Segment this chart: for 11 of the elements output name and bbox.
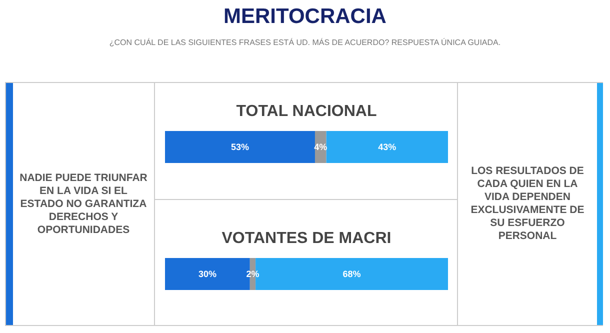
text: MERITOCRACIA (222, 5, 388, 29)
chart-title: TOTAL NACIONAL (235, 103, 378, 121)
data-label: 43% (378, 142, 396, 152)
data-label: 53% (230, 142, 250, 152)
text: NADIE PUEDE TRIUNFAR EN LA VIDA SI EL ESTADO NO GARANTIZA DERECHOS Y OPORTUNIDADES (19, 172, 148, 236)
text: LOS RESULTADOS DE CADA QUIEN EN LA VIDA DEPENDEN EXCLUSIVAMENTE DE SU ESFUERZO PERSONAL (470, 165, 586, 243)
data-label: 2% (246, 269, 260, 279)
text: ¿CON CUÁL DE LAS SIGUIENTES FRASES ESTÁ UD. MÁS DE ACUERDO? RESPUESTA ÚNICA GUIADA. (108, 38, 502, 47)
data-label: 68% (342, 269, 361, 279)
data-label: 30% (198, 269, 216, 279)
chart-title: VOTANTES DE MACRI (220, 230, 392, 248)
